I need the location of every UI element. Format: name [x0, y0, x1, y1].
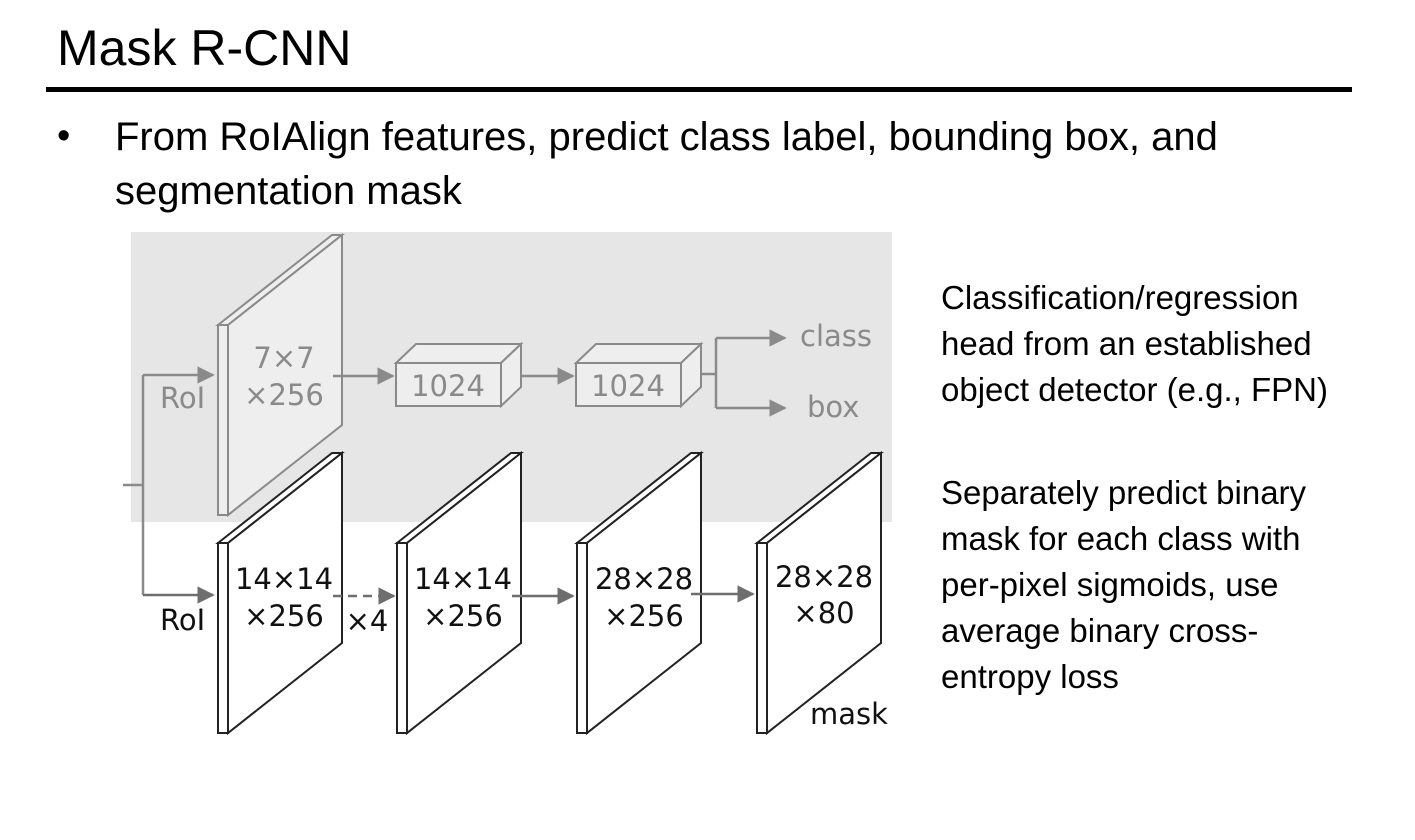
- title-underline: [46, 87, 1352, 92]
- class-box-split: [701, 329, 787, 417]
- map2-channels: ×256: [423, 599, 503, 633]
- roi-split-connector: [123, 366, 215, 604]
- top-roi-label: RoI: [160, 381, 205, 415]
- top-map-channels: ×256: [244, 378, 324, 412]
- fc-layer-2: [573, 341, 704, 409]
- mask-output-label: mask: [810, 697, 888, 731]
- bullet-marker: •: [57, 115, 71, 157]
- fc-layer-1: [393, 341, 524, 409]
- repeat-label: ×4: [346, 604, 389, 638]
- mask-head-note: Separately predict binary mask for each …: [941, 474, 1307, 695]
- map1-size: 14×14: [235, 562, 333, 596]
- mask-feature-map-3: [574, 450, 704, 736]
- classification-head-note: Classification/regression head from an e…: [941, 279, 1328, 408]
- class-output-label: class: [800, 319, 872, 353]
- slide-title: Mask R-CNN: [57, 20, 352, 76]
- map4-size: 28×28: [775, 560, 873, 594]
- bullet-text: From RoIAlign features, predict class la…: [115, 115, 1218, 213]
- mask-feature-map-4: [754, 450, 884, 736]
- box-output-label: box: [807, 390, 859, 424]
- map4-channels: ×80: [793, 596, 854, 630]
- fc1-label: 1024: [411, 369, 485, 403]
- map2-size: 14×14: [414, 562, 512, 596]
- mask-feature-map-2: [394, 450, 524, 736]
- map3-size: 28×28: [595, 562, 693, 596]
- top-map-size: 7×7: [253, 341, 314, 375]
- mask-roi-label: RoI: [160, 603, 205, 637]
- map3-channels: ×256: [604, 599, 684, 633]
- map1-channels: ×256: [244, 599, 324, 633]
- mask-feature-map-1: [215, 450, 345, 736]
- feature-map-7x7: [215, 232, 345, 518]
- fc2-label: 1024: [591, 369, 665, 403]
